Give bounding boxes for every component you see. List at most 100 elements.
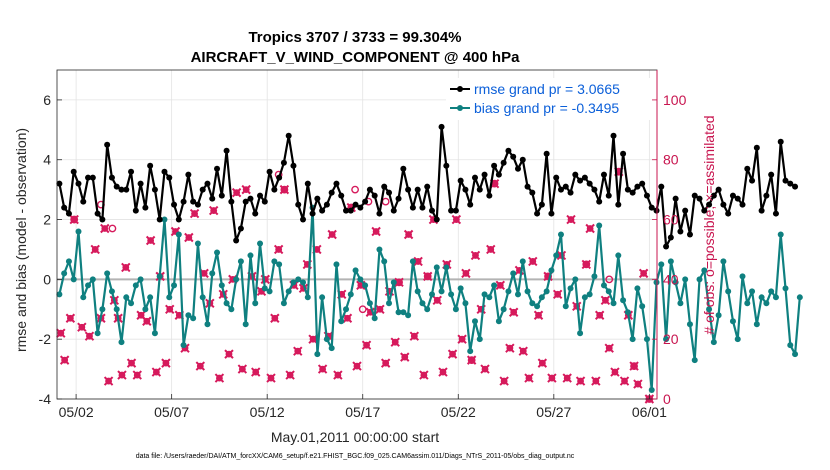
bias-point: [510, 270, 517, 277]
bias-point: [113, 306, 120, 313]
rmse-point: [285, 132, 292, 139]
bias-point: [99, 306, 106, 313]
rmse-point: [309, 210, 316, 217]
bias-point: [328, 345, 335, 352]
obs-assimilated-stroke: [136, 310, 146, 320]
bias-point: [352, 267, 359, 274]
obs-assimilated-marker: [195, 361, 206, 371]
rmse-point: [194, 201, 201, 208]
bias-point: [677, 300, 684, 307]
bias-point: [104, 270, 111, 277]
obs-assimilated-marker: [419, 370, 429, 380]
obs-assimilated-stroke: [126, 358, 137, 368]
bias-point: [529, 300, 536, 307]
bias-point: [180, 342, 187, 349]
bias-point: [242, 321, 249, 328]
obs-assimilated-marker: [413, 256, 423, 267]
data-file-footer: data file: /Users/raeder/DAI/ATM_forcXX/…: [136, 453, 575, 460]
bias-point: [615, 252, 622, 259]
rmse-point: [600, 171, 607, 178]
obs-assimilated-stroke: [251, 367, 261, 377]
bias-point: [643, 336, 650, 343]
obs-assimilated-stroke: [638, 268, 649, 279]
bias-point: [495, 318, 502, 325]
rmse-point: [266, 168, 273, 175]
bias-point: [720, 258, 727, 265]
bias-point: [156, 273, 163, 280]
bias-point: [462, 300, 469, 307]
rmse-point: [452, 207, 459, 214]
obs-assimilated-marker: [237, 364, 248, 374]
bias-point: [75, 228, 82, 235]
obs-assimilated-stroke: [56, 328, 66, 338]
rmse-point: [663, 243, 670, 250]
rmse-point: [672, 195, 679, 202]
bias-point: [715, 312, 722, 319]
bias-point: [782, 285, 789, 292]
bias-point: [137, 276, 144, 283]
rmse-point: [596, 198, 603, 205]
bias-point: [132, 282, 139, 289]
obs-assimilated-stroke: [195, 361, 206, 371]
obs-assimilated-marker: [594, 310, 605, 320]
bias-point: [151, 330, 158, 337]
bias-point: [452, 306, 459, 313]
obs-assimilated-stroke: [633, 379, 643, 389]
bias-point: [118, 339, 125, 346]
obs-assimilated-stroke: [121, 262, 131, 273]
rmse-point: [758, 207, 765, 214]
rmse-point: [65, 210, 72, 217]
rmse-point: [214, 165, 221, 172]
bias-point: [362, 282, 369, 289]
obs-assimilated-stroke: [214, 373, 225, 383]
obs-assimilated-marker: [432, 295, 442, 306]
rmse-point: [242, 198, 249, 205]
bias-point: [486, 294, 493, 301]
rmse-point: [586, 180, 593, 187]
rmse-point: [75, 180, 82, 187]
obs-assimilated-marker: [103, 376, 114, 386]
bias-point: [772, 294, 779, 301]
obs-assimilated-marker: [352, 361, 362, 371]
rmse-point: [247, 195, 254, 202]
obs-assimilated-marker: [438, 367, 448, 377]
obs-assimilated-stroke: [505, 343, 515, 353]
bias-point: [366, 300, 373, 307]
bias-point: [648, 387, 655, 394]
rmse-point: [252, 210, 259, 217]
obs-assimilated-stroke: [413, 256, 423, 267]
bias-point: [70, 276, 77, 283]
obs-assimilated-stroke: [145, 235, 156, 246]
bias-point: [639, 303, 646, 310]
rmse-point: [677, 228, 684, 235]
rmse-point: [70, 168, 77, 175]
obs-assimilated-markers: [56, 166, 655, 404]
obs-assimilated-stroke: [499, 376, 509, 386]
bias-series: [56, 204, 803, 394]
obs-assimilated-stroke: [594, 310, 605, 320]
obs-assimilated-marker: [65, 313, 76, 323]
obs-assimilated-marker: [575, 376, 586, 386]
rmse-point: [729, 192, 736, 199]
bias-point: [171, 282, 178, 289]
obs-assimilated-marker: [470, 250, 481, 261]
obs-assimilated-marker: [403, 229, 414, 240]
rmse-point: [476, 186, 483, 193]
obs-assimilated-marker: [145, 235, 156, 246]
obs-assimilated-stroke: [604, 343, 614, 353]
rmse-point: [424, 183, 431, 190]
obs-assimilated-marker: [59, 355, 70, 365]
obs-assimilated-marker: [375, 304, 385, 314]
bias-point: [271, 258, 278, 265]
rmse-point: [524, 183, 531, 190]
x-tick-label: 05/12: [250, 404, 285, 420]
bias-point: [214, 249, 221, 256]
rmse-point: [190, 198, 197, 205]
bias-point: [56, 291, 63, 298]
bias-point: [338, 318, 345, 325]
obs-assimilated-marker: [214, 373, 225, 383]
bias-point: [323, 336, 330, 343]
rmse-point: [753, 144, 760, 151]
bias-point: [481, 291, 488, 298]
bias-point: [581, 294, 588, 301]
